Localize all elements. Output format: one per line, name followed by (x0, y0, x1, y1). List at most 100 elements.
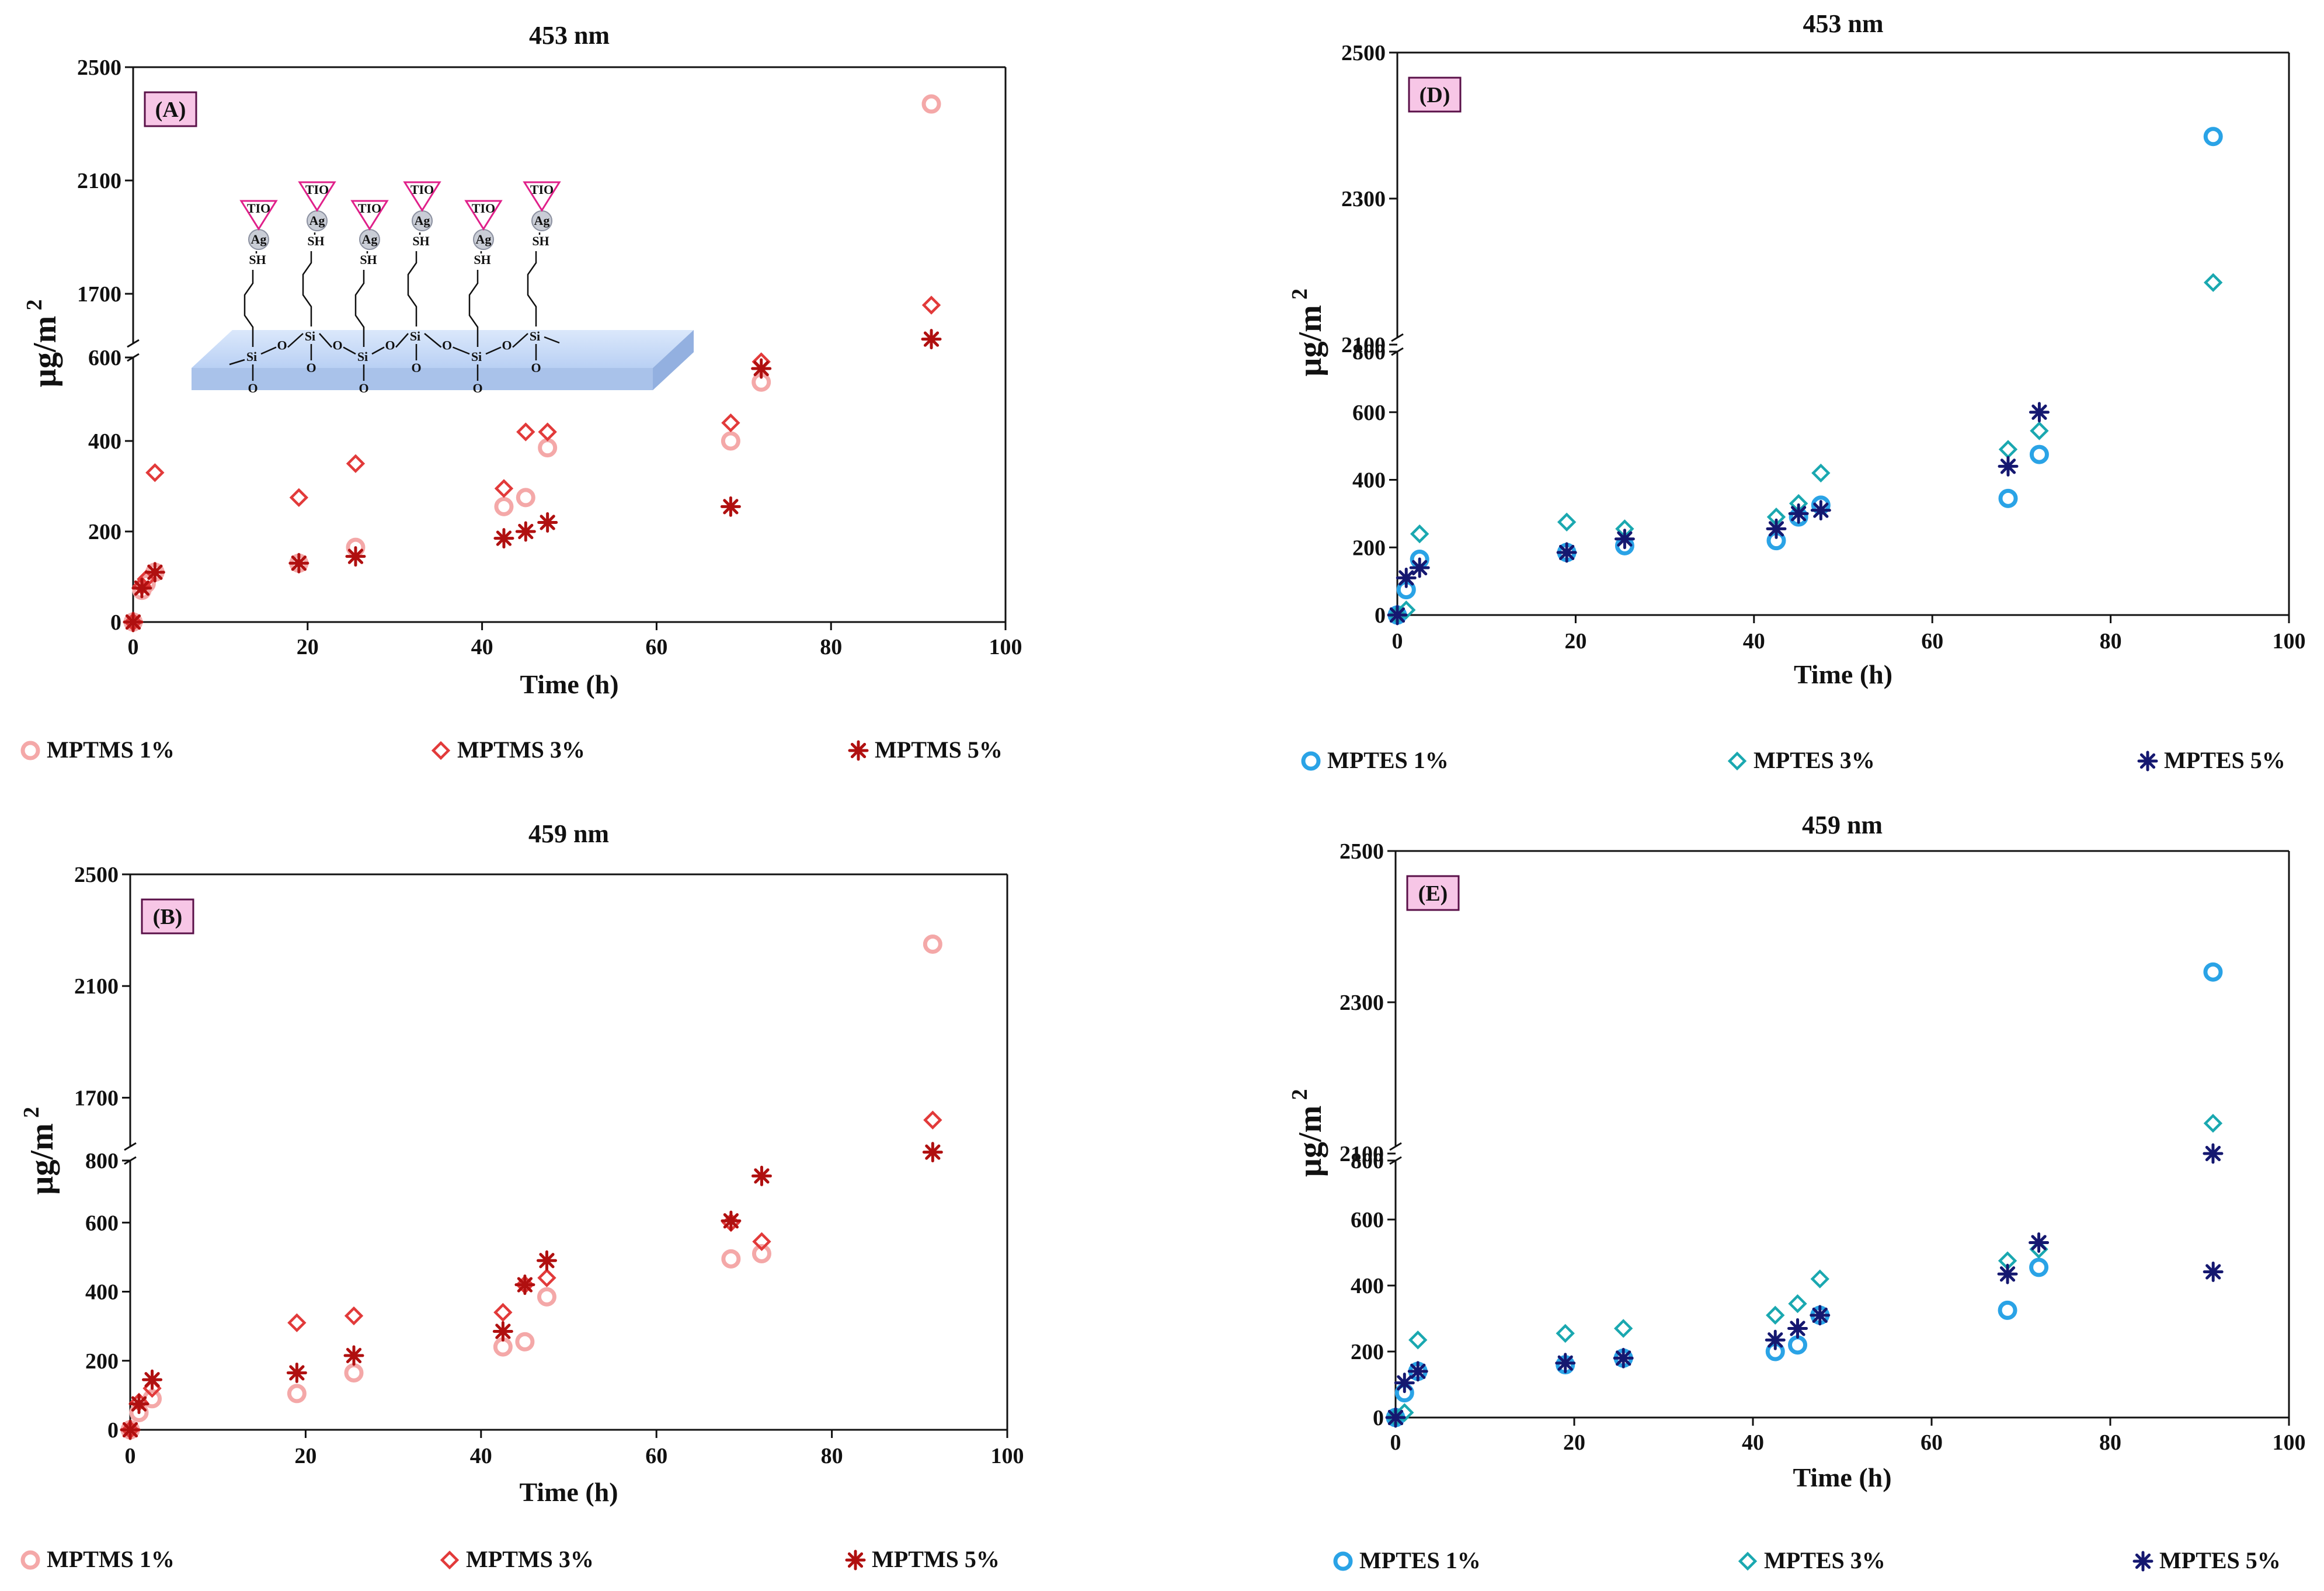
x-tick-label: 80 (821, 1444, 843, 1468)
data-point-asterisk (1787, 1318, 1808, 1339)
y-tick-label: 400 (85, 1280, 119, 1305)
x-tick-label: 60 (645, 635, 667, 659)
y-tick-label: 2100 (77, 169, 121, 193)
data-point-circle (344, 1363, 364, 1382)
y-tick-label: 800 (1351, 1149, 1384, 1173)
panel-label: (D) (1420, 83, 1450, 107)
data-point-asterisk (1810, 1305, 1831, 1326)
panel-label-box (1406, 875, 1460, 911)
si-atom: Si (357, 349, 368, 364)
y-axis-label: µg/m (27, 316, 63, 387)
chart-panel-d: 0 20 40 60 80 1000200400600800210023002500453… (1288, 9, 2306, 1282)
glass-slab-side (653, 330, 694, 390)
legend-label: MPTMS 1% (47, 1546, 175, 1572)
data-point-asterisk (1555, 1353, 1576, 1374)
data-point-diamond (1613, 1319, 1633, 1338)
data-point-asterisk (720, 496, 741, 517)
data-point-diamond (1811, 463, 1831, 483)
data-point-diamond (538, 422, 557, 442)
data-point-diamond (344, 1306, 364, 1326)
y-tick-label: 2500 (1341, 41, 1386, 65)
ag-label: Ag (251, 232, 267, 246)
legend-marker-circle (1301, 751, 1321, 771)
x-tick-label: 20 (1563, 1430, 1585, 1455)
y-tick-label: 200 (1352, 536, 1386, 560)
legend-marker-asterisk (2132, 1551, 2153, 1572)
data-point-circle (493, 1337, 513, 1357)
ag-label: Ag (476, 232, 492, 246)
data-point-diamond (289, 488, 309, 508)
sh-group: SH (360, 252, 377, 267)
axis-break-mark (1391, 333, 1404, 342)
y-tick-label: 2100 (74, 974, 119, 999)
data-point-diamond (752, 1232, 771, 1251)
x-tick-label: 100 (2273, 629, 2306, 654)
data-point-asterisk (1556, 542, 1577, 563)
legend-marker-circle (20, 1550, 40, 1570)
x-axis-label: Time (h) (520, 669, 618, 699)
sh-group: SH (412, 234, 429, 248)
data-point-asterisk (345, 546, 366, 567)
data-point-diamond (721, 413, 740, 433)
legend-marker-circle (1333, 1551, 1353, 1571)
o-bridge-atom: O (442, 338, 452, 353)
data-point-circle (752, 1243, 771, 1263)
x-tick-label: 0 (1392, 629, 1403, 654)
data-point-asterisk (1394, 1373, 1415, 1394)
data-point-diamond (1998, 440, 2018, 459)
data-point-asterisk (537, 512, 558, 533)
data-point-circle (921, 94, 941, 114)
legend-label: MPTES 3% (1764, 1547, 1885, 1573)
legend-marker-diamond (440, 1550, 460, 1570)
data-point-asterisk (142, 1369, 163, 1390)
data-point-asterisk (288, 553, 309, 574)
data-point-diamond (921, 296, 941, 315)
glass-slab-front (192, 368, 653, 390)
x-tick-label: 60 (645, 1444, 667, 1468)
sh-group: SH (474, 252, 490, 267)
data-point-circle (494, 496, 514, 516)
data-point-asterisk (1765, 1329, 1786, 1350)
x-tick-label: 80 (2100, 629, 2122, 654)
data-point-asterisk (123, 612, 144, 633)
x-tick-label: 100 (2273, 1430, 2306, 1455)
x-tick-label: 20 (297, 635, 319, 659)
data-point-circle (2203, 127, 2223, 147)
y-tick-label: 0 (107, 1418, 119, 1443)
y-axis-label-group: µg/m 2 (22, 300, 63, 388)
y-tick-label: 2500 (1340, 839, 1384, 864)
tio-triangle (523, 181, 561, 212)
si-atom: Si (410, 329, 420, 343)
y-tick-label: 800 (85, 1149, 119, 1173)
data-point-asterisk (1766, 518, 1787, 539)
y-axis-label-superscript: 2 (22, 300, 47, 311)
y-tick-label: 2100 (1341, 333, 1386, 357)
legend-label: MPTES 1% (1359, 1547, 1481, 1573)
x-tick-label: 20 (1564, 629, 1587, 654)
tio-triangle (298, 181, 336, 212)
y-tick-label: 0 (1375, 603, 1386, 628)
y-tick-label: 400 (1351, 1274, 1384, 1298)
data-point-circle (516, 488, 535, 508)
o-bridge-atom: O (385, 338, 395, 353)
ag-label: Ag (362, 232, 378, 246)
data-point-circle (537, 1287, 556, 1307)
data-point-circle (721, 431, 740, 451)
data-point-asterisk (131, 578, 152, 599)
data-point-asterisk (1997, 1263, 2018, 1284)
glass-slab-top (192, 330, 694, 368)
axis-break-mark (124, 1142, 137, 1151)
sh-group: SH (307, 234, 324, 248)
x-tick-label: 0 (125, 1444, 136, 1468)
legend-marker-diamond (1738, 1551, 1758, 1571)
x-tick-label: 60 (1921, 1430, 1943, 1455)
ag-label: Ag (415, 213, 430, 228)
data-point-diamond (1408, 1331, 1428, 1350)
y-tick-label: 0 (1373, 1406, 1384, 1430)
tio-label: TIO (530, 182, 554, 197)
y-axis-label-group: µg/m 2 (1288, 1089, 1328, 1177)
y-axis-label: µg/m (1292, 1106, 1328, 1177)
data-point-circle (2029, 444, 2049, 464)
data-point-asterisk (514, 1274, 535, 1295)
